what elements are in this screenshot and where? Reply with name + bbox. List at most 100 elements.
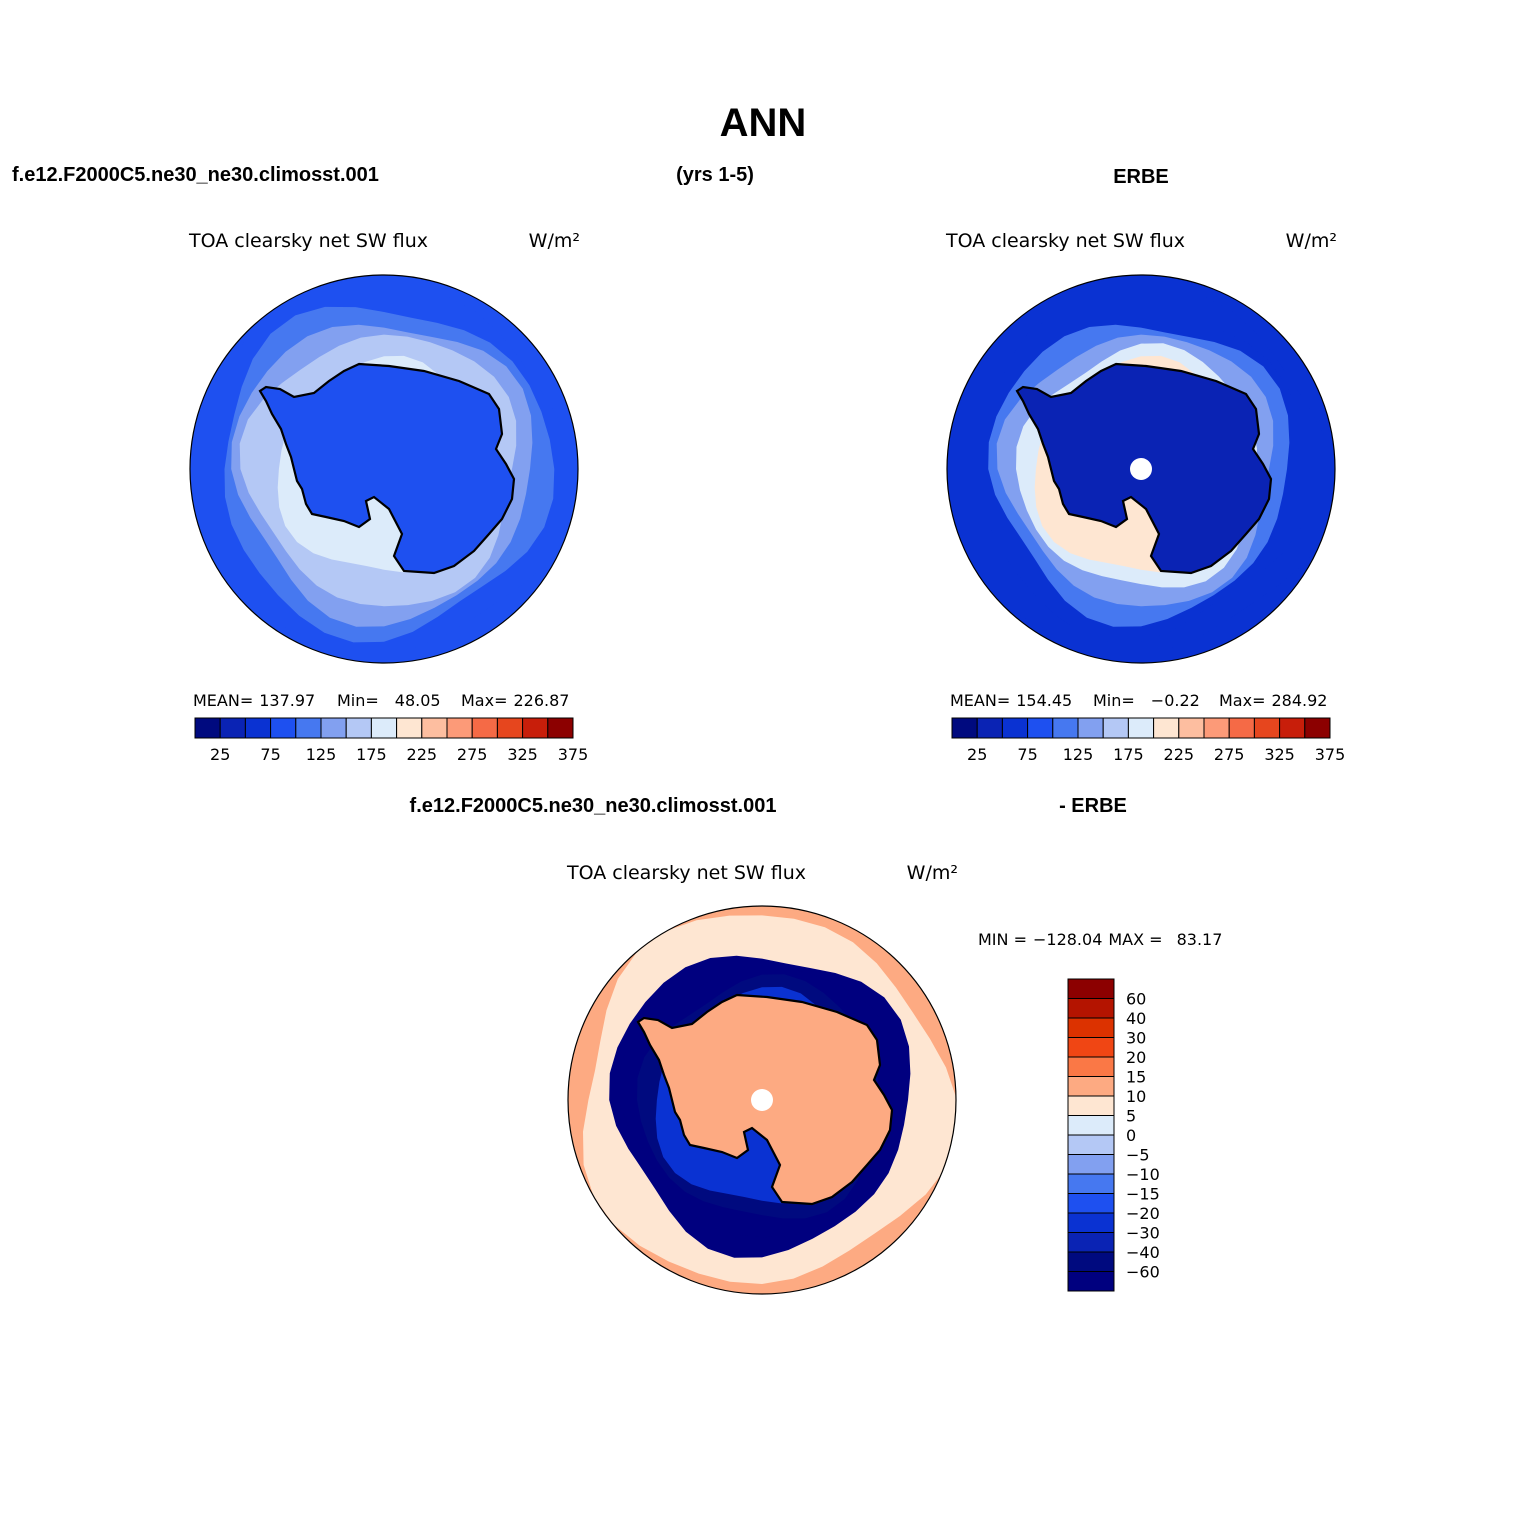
- colorbar-swatch: [1001, 717, 1029, 739]
- colorbar-tick-label: −10: [1126, 1165, 1160, 1184]
- colorbar-tick-label: −30: [1126, 1224, 1160, 1243]
- colorbar-tick-label: 20: [1126, 1048, 1146, 1067]
- max-stat: Max= 284.92: [1219, 691, 1327, 710]
- colorbar-swatch: [1067, 1115, 1115, 1136]
- colorbar-swatch: [1077, 717, 1104, 739]
- colorbar-tick-label: −60: [1126, 1263, 1160, 1282]
- colorbar-swatch: [1067, 1134, 1115, 1155]
- map-boundary: [567, 905, 957, 1295]
- colorbar-tick-label: 175: [1113, 745, 1144, 764]
- colorbar-tick-label: 75: [1017, 745, 1037, 764]
- colorbar-swatch: [496, 717, 524, 739]
- colorbar-swatch: [345, 717, 372, 739]
- colorbar-swatch: [1067, 1232, 1115, 1253]
- colorbar-tick-label: 275: [457, 745, 488, 764]
- difference-panel: TOA clearsky net SW flux W/m² MIN = −128.…: [566, 862, 1222, 1295]
- polar-missing-data: [1130, 458, 1152, 480]
- panel-units: W/m²: [529, 230, 580, 252]
- colorbar-tick-label: 10: [1126, 1087, 1146, 1106]
- colorbar-swatch: [1153, 717, 1180, 739]
- panel-title: TOA clearsky net SW flux: [188, 230, 428, 252]
- colorbar-tick-label: −40: [1126, 1243, 1160, 1262]
- colorbar-tick-label: 125: [1063, 745, 1094, 764]
- obs-panel: TOA clearsky net SW flux W/m² MEAN= 154.4…: [945, 230, 1346, 764]
- continent-field: [260, 364, 514, 573]
- colorbar-swatch: [1279, 717, 1306, 739]
- map-boundary: [189, 274, 579, 664]
- colorbar-swatch: [1067, 978, 1115, 999]
- obs-name: ERBE: [1113, 166, 1169, 188]
- colorbar-tick-label: 375: [1315, 745, 1346, 764]
- colorbar-tick-label: −15: [1126, 1185, 1160, 1204]
- colorbar-swatch: [1067, 1271, 1115, 1292]
- colorbar-swatch: [1253, 717, 1281, 739]
- max-stat: Max= 226.87: [461, 691, 569, 710]
- colorbar-swatch: [396, 717, 423, 739]
- colorbar-swatch: [471, 717, 498, 739]
- panel-units: W/m²: [907, 862, 958, 884]
- polar-missing-data: [751, 1089, 773, 1111]
- model-field-contours: [190, 275, 578, 663]
- colorbar-swatch: [370, 717, 398, 739]
- colorbar-swatch: [1067, 1212, 1115, 1233]
- colorbar-swatch: [547, 717, 574, 739]
- colorbar-tick-label: 40: [1126, 1009, 1146, 1028]
- min-stat: Min= −0.22: [1093, 691, 1200, 710]
- colorbar-swatch: [1102, 717, 1129, 739]
- panel-title: TOA clearsky net SW flux: [945, 230, 1185, 252]
- colorbar-tick-label: 225: [407, 745, 438, 764]
- model-panel: TOA clearsky net SW flux W/m² MEAN= 137.9…: [188, 230, 589, 764]
- map-boundary: [946, 274, 1336, 664]
- antarctica-coastline: [636, 993, 894, 1206]
- colorbar-swatch: [976, 717, 1003, 739]
- season-title: ANN: [720, 101, 807, 145]
- colorbar-swatch: [1052, 717, 1079, 739]
- panel-units: W/m²: [1286, 230, 1337, 252]
- colorbar-tick-label: 30: [1126, 1029, 1146, 1048]
- antarctica-coastline: [258, 362, 516, 575]
- colorbar-tick-label: 275: [1214, 745, 1245, 764]
- colorbar-tick-label: 25: [210, 745, 230, 764]
- colorbar-swatch: [1228, 717, 1255, 739]
- case-name-diff: f.e12.F2000C5.ne30_ne30.climosst.001: [410, 795, 777, 817]
- colorbar-tick-label: 325: [1264, 745, 1295, 764]
- colorbar-tick-label: 175: [356, 745, 387, 764]
- colorbar-swatch: [219, 717, 246, 739]
- colorbar-swatch: [1067, 1154, 1115, 1175]
- colorbar-swatch: [244, 717, 272, 739]
- colorbar-swatch: [1178, 717, 1205, 739]
- colorbar-tick-label: 5: [1126, 1107, 1136, 1126]
- colorbar-swatch: [1067, 1076, 1115, 1097]
- mean-stat: MEAN= 154.45: [950, 691, 1072, 710]
- obs-colorbar: 25 75 125 175 225 275 325 375: [951, 717, 1346, 764]
- colorbar-tick-label: 15: [1126, 1068, 1146, 1087]
- colorbar-tick-label: −5: [1126, 1146, 1150, 1165]
- panel-title: TOA clearsky net SW flux: [566, 862, 806, 884]
- obs-field-contours: [947, 275, 1335, 663]
- colorbar-swatch: [270, 717, 297, 739]
- colorbar-swatch: [194, 717, 221, 739]
- case-name-top: f.e12.F2000C5.ne30_ne30.climosst.001: [12, 164, 379, 186]
- colorbar-tick-label: 25: [967, 745, 987, 764]
- colorbar-swatch: [1203, 717, 1230, 739]
- colorbar-swatch: [1067, 1173, 1115, 1194]
- colorbar-tick-label: 75: [260, 745, 280, 764]
- colorbar-swatch: [1304, 717, 1331, 739]
- diff-obs-label: - ERBE: [1059, 795, 1127, 817]
- colorbar-swatch: [1067, 1193, 1115, 1214]
- colorbar-tick-label: 375: [558, 745, 589, 764]
- colorbar-swatch: [1067, 1056, 1115, 1077]
- colorbar-swatch: [1067, 1017, 1115, 1038]
- colorbar-swatch: [446, 717, 473, 739]
- colorbar-swatch: [1067, 1251, 1115, 1272]
- colorbar-swatch: [1127, 717, 1155, 739]
- colorbar-swatch: [320, 717, 347, 739]
- years-label: (yrs 1-5): [676, 164, 754, 186]
- colorbar-swatch: [1067, 998, 1115, 1019]
- colorbar-tick-label: −20: [1126, 1204, 1160, 1223]
- mean-stat: MEAN= 137.97: [193, 691, 315, 710]
- antarctica-coastline: [1015, 362, 1273, 575]
- colorbar-swatch: [295, 717, 322, 739]
- colorbar-swatch: [1067, 1095, 1115, 1116]
